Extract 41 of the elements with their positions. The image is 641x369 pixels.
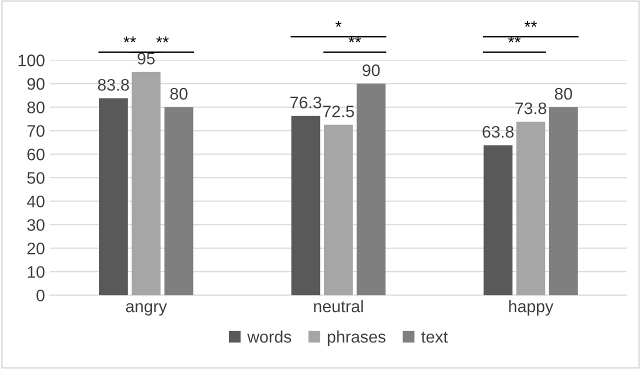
y-tick-label: 50	[27, 172, 44, 184]
y-tick-label: 60	[27, 148, 44, 160]
legend-label: text	[421, 332, 448, 343]
bar	[356, 84, 386, 296]
y-tick-label: 90	[27, 78, 44, 90]
legend-label: phrases	[328, 330, 386, 346]
y-tick-label: 100	[18, 54, 44, 66]
y-tick-label: 10	[28, 266, 44, 278]
data-label: 90	[362, 64, 380, 76]
data-label: 72.5	[323, 106, 354, 118]
bar	[99, 98, 128, 296]
bar	[549, 107, 578, 296]
bar	[291, 116, 320, 296]
legend-label: words	[247, 330, 292, 343]
y-tick-label: 0	[36, 290, 44, 302]
y-tick-label: 70	[27, 125, 44, 137]
bar	[484, 145, 512, 296]
bar	[132, 72, 161, 296]
data-label: 80	[170, 88, 188, 100]
text: *	[335, 21, 342, 27]
bar	[164, 107, 194, 296]
data-label: 73.8	[515, 102, 546, 114]
x-tick-label: neutral	[314, 300, 363, 312]
text: **	[156, 36, 169, 42]
data-label: 95	[138, 52, 155, 64]
text: **	[348, 36, 362, 42]
text: **	[508, 36, 521, 42]
y-tick-label: 30	[27, 219, 44, 231]
data-label: 76.3	[290, 96, 322, 108]
data-label: 63.8	[482, 126, 514, 138]
text: **	[124, 36, 136, 42]
y-tick-label: 40	[26, 196, 44, 208]
bar	[516, 122, 546, 296]
data-label: 80	[554, 88, 572, 100]
bar	[324, 124, 353, 296]
y-tick-label: 20	[27, 242, 44, 254]
x-tick-label: happy	[509, 300, 554, 316]
x-tick-label: angry	[126, 303, 167, 316]
data-label: 83.8	[98, 78, 129, 91]
y-tick-label: 80	[27, 102, 44, 114]
text: **	[524, 21, 537, 27]
